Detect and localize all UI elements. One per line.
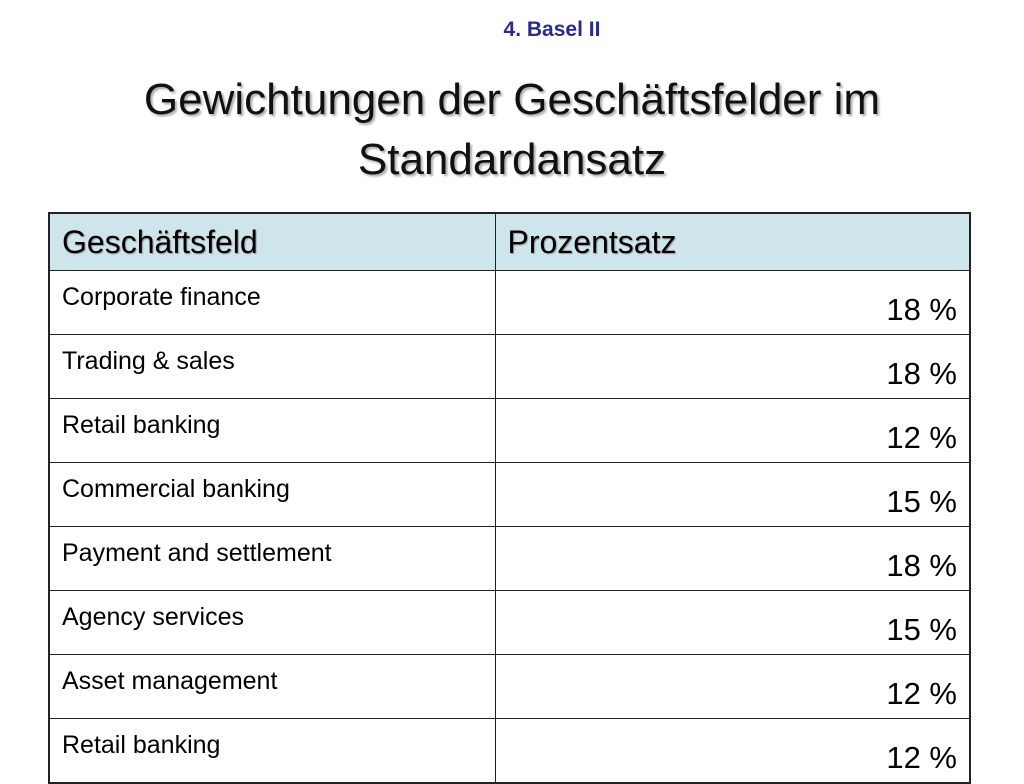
business-line: Corporate finance bbox=[48, 270, 496, 335]
percentage: 15 % bbox=[494, 590, 971, 655]
percentage: 15 % bbox=[494, 462, 971, 527]
table-row: Asset management 12 % bbox=[48, 654, 971, 719]
table-row: Corporate finance 18 % bbox=[48, 270, 971, 335]
business-line: Payment and settlement bbox=[48, 526, 496, 591]
business-line: Agency services bbox=[48, 590, 496, 655]
header-row: Geschäftsfeld Prozentsatz bbox=[48, 212, 971, 271]
business-line: Commercial banking bbox=[48, 462, 496, 527]
table-row: Commercial banking 15 % bbox=[48, 462, 971, 527]
percentage: 12 % bbox=[494, 718, 971, 784]
column-header: Geschäftsfeld bbox=[48, 212, 496, 271]
table-row: Retail banking 12 % bbox=[48, 718, 971, 784]
percentage: 18 % bbox=[494, 334, 971, 399]
business-line: Retail banking bbox=[48, 398, 496, 463]
table-row: Payment and settlement 18 % bbox=[48, 526, 971, 591]
weights-table: Geschäftsfeld Prozentsatz Corporate fina… bbox=[48, 212, 971, 784]
table-body: Corporate finance 18 % Trading & sales 18 %… bbox=[48, 270, 971, 784]
percentage: 12 % bbox=[494, 398, 971, 463]
percentage: 18 % bbox=[494, 270, 971, 335]
slide: 4. Basel II Gewichtungen der Geschäftsfe… bbox=[48, 18, 971, 784]
business-line: Trading & sales bbox=[48, 334, 496, 399]
section-label: 4. Basel II bbox=[503, 18, 601, 41]
business-line: Asset management bbox=[48, 654, 496, 719]
table-row: Trading & sales 18 % bbox=[48, 334, 971, 399]
column-header: Prozentsatz bbox=[494, 212, 971, 271]
percentage: 12 % bbox=[494, 654, 971, 719]
business-line: Retail banking bbox=[48, 718, 496, 784]
slide-title: Gewichtungen der Geschäftsfelder im Stan… bbox=[143, 75, 881, 184]
percentage: 18 % bbox=[494, 526, 971, 591]
table-row: Retail banking 12 % bbox=[48, 398, 971, 463]
table-row: Agency services 15 % bbox=[48, 590, 971, 655]
